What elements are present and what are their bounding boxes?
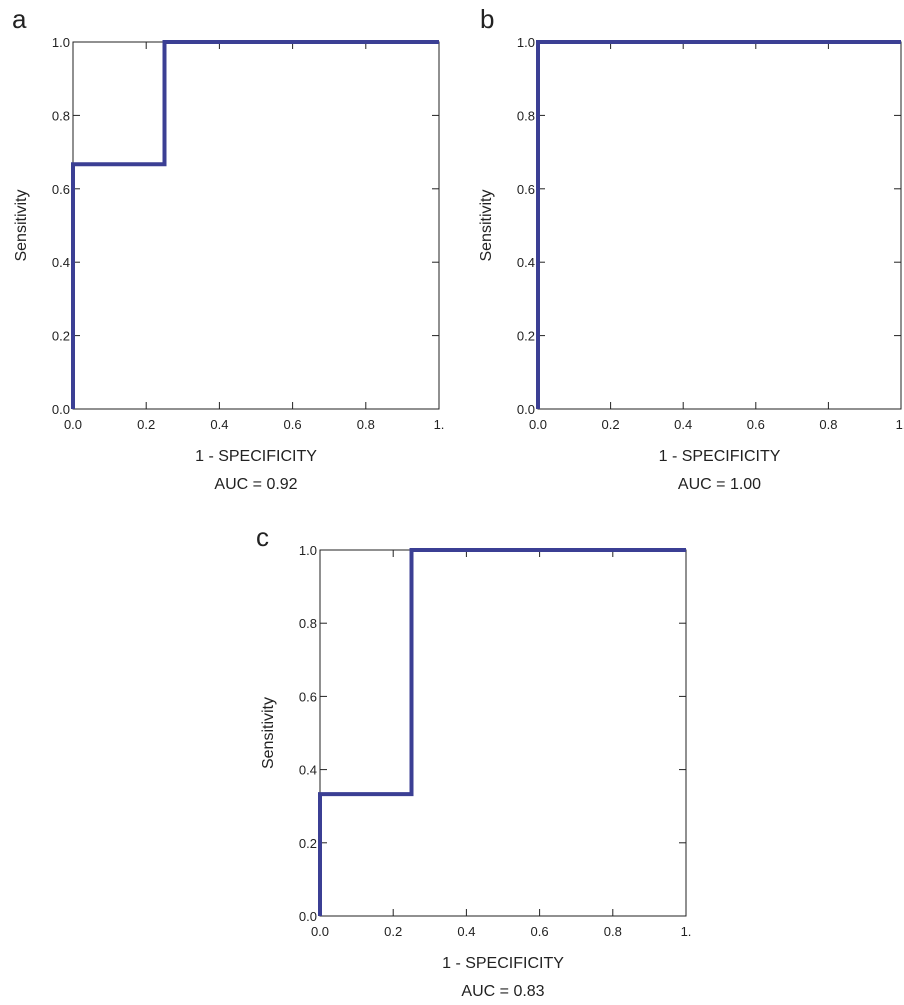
roc-curve	[71, 40, 439, 409]
y-tick-label: 1.0	[517, 35, 535, 50]
y-tick-label: 0.6	[299, 689, 317, 704]
y-tick-label: 0.0	[299, 909, 317, 924]
x-tick-label: 0.8	[604, 924, 622, 939]
x-tick-label: 0.6	[531, 924, 549, 939]
y-tick-label: 0.8	[52, 108, 70, 123]
x-tick-label: 0.4	[457, 924, 475, 939]
x-tick-label: 0.0	[64, 417, 82, 432]
y-axis-label: Sensitivity	[478, 189, 495, 261]
y-tick-label: 0.2	[52, 329, 70, 344]
x-tick-label: 0.8	[357, 417, 375, 432]
auc-annotation: AUC = 0.92	[214, 476, 297, 493]
y-axis-label: Sensitivity	[13, 189, 30, 261]
roc-panel-c: c 0.0 0.2 0.4 0.6 0.8 1. 0.0 0.2 0.4 0.6 0.8 1.0 1 - …	[256, 522, 691, 1000]
y-tick-label: 1.0	[52, 35, 70, 50]
x-tick-label: 0.4	[674, 417, 692, 432]
y-axis-label: Sensitivity	[260, 697, 277, 769]
y-tick-label: 0.8	[517, 108, 535, 123]
y-tick-label: 0.2	[299, 836, 317, 851]
y-tick-label: 0.4	[299, 763, 317, 778]
y-tick-label: 1.0	[299, 543, 317, 558]
x-tick-label: 0.0	[311, 924, 329, 939]
y-tick-label: 0.6	[517, 182, 535, 197]
y-tick-label: 0.8	[299, 616, 317, 631]
x-axis-label: 1 - SPECIFICITY	[659, 448, 781, 465]
plot-frame	[537, 41, 902, 410]
x-tick-label: 0.8	[819, 417, 837, 432]
x-tick-label: 1.	[896, 417, 904, 432]
y-tick-label: 0.6	[52, 182, 70, 197]
x-tick-label: 1.	[434, 417, 445, 432]
plot-frame	[319, 549, 687, 917]
x-tick-label: 0.2	[137, 417, 155, 432]
roc-curve	[536, 40, 901, 409]
y-tick-label: 0.0	[52, 402, 70, 417]
x-axis-label: 1 - SPECIFICITY	[442, 955, 564, 972]
x-tick-label: 0.6	[747, 417, 765, 432]
x-tick-label: 0.2	[602, 417, 620, 432]
auc-annotation: AUC = 1.00	[678, 476, 761, 493]
x-tick-label: 0.0	[529, 417, 547, 432]
x-axis-label: 1 - SPECIFICITY	[195, 448, 317, 465]
y-tick-label: 0.4	[517, 255, 535, 270]
x-tick-label: 0.2	[384, 924, 402, 939]
x-tick-label: 0.4	[210, 417, 228, 432]
y-tick-label: 0.2	[517, 329, 535, 344]
auc-annotation: AUC = 0.83	[461, 983, 544, 1000]
x-tick-label: 0.6	[284, 417, 302, 432]
panel-letter: c	[256, 522, 269, 552]
plot-frame	[72, 41, 440, 410]
y-tick-label: 0.4	[52, 255, 70, 270]
roc-panel-a: a 0.0 0.2 0.4 0.6 0.8 1. 0.0 0.2 0.4 0.6 0.8 1.0 1 - …	[12, 4, 444, 493]
panel-letter: b	[480, 4, 494, 34]
roc-curve	[318, 548, 686, 916]
x-tick-label: 1.	[681, 924, 692, 939]
y-tick-label: 0.0	[517, 402, 535, 417]
roc-panel-b: b 0.0 0.2 0.4 0.6 0.8 1. 0.0 0.2 0.4 0.6 0.8 1.0 1 - …	[478, 4, 904, 493]
panel-letter: a	[12, 4, 27, 34]
